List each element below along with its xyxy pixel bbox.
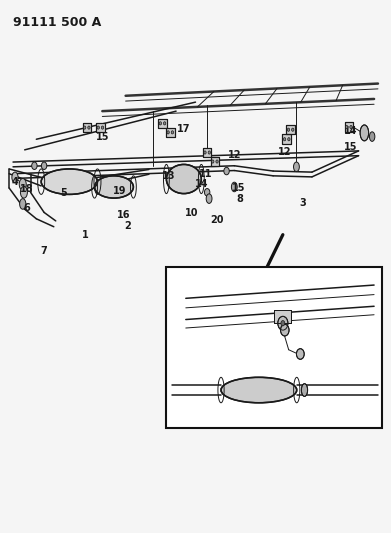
- Bar: [166, 127, 174, 137]
- Ellipse shape: [159, 122, 161, 125]
- Ellipse shape: [283, 138, 286, 141]
- Text: 18: 18: [20, 184, 34, 194]
- Bar: [211, 157, 219, 166]
- Ellipse shape: [292, 128, 294, 131]
- Bar: [344, 122, 353, 132]
- Bar: [167, 266, 382, 428]
- Ellipse shape: [281, 320, 285, 326]
- Bar: [166, 127, 174, 137]
- Text: 4: 4: [12, 176, 18, 187]
- Ellipse shape: [97, 126, 99, 129]
- Ellipse shape: [20, 187, 27, 198]
- Ellipse shape: [19, 179, 26, 190]
- Text: 10: 10: [185, 208, 198, 219]
- Bar: [203, 148, 212, 157]
- Ellipse shape: [171, 131, 174, 134]
- Ellipse shape: [101, 126, 104, 129]
- Bar: [282, 134, 291, 144]
- Ellipse shape: [41, 169, 97, 195]
- Text: 14: 14: [195, 179, 208, 189]
- Ellipse shape: [84, 126, 86, 129]
- Text: 17: 17: [177, 124, 190, 134]
- Bar: [96, 123, 105, 132]
- Ellipse shape: [95, 176, 133, 198]
- Ellipse shape: [206, 194, 212, 204]
- Text: 20: 20: [210, 215, 224, 225]
- Text: 12: 12: [228, 150, 241, 160]
- Ellipse shape: [216, 160, 218, 163]
- Text: 12: 12: [305, 382, 319, 392]
- Ellipse shape: [360, 125, 369, 141]
- Ellipse shape: [12, 172, 18, 183]
- Ellipse shape: [167, 131, 169, 134]
- Ellipse shape: [231, 182, 237, 192]
- Text: 16: 16: [117, 209, 131, 220]
- Ellipse shape: [294, 162, 300, 172]
- Text: 7: 7: [41, 246, 47, 256]
- Ellipse shape: [88, 126, 90, 129]
- Bar: [158, 118, 167, 128]
- Bar: [286, 125, 295, 134]
- Text: 5: 5: [60, 188, 67, 198]
- Bar: [282, 134, 291, 144]
- Text: 91111 500 A: 91111 500 A: [13, 16, 101, 29]
- Text: 14: 14: [249, 332, 262, 342]
- Ellipse shape: [204, 189, 210, 196]
- Ellipse shape: [221, 377, 297, 403]
- Bar: [96, 123, 105, 132]
- Ellipse shape: [287, 128, 290, 131]
- Ellipse shape: [41, 162, 47, 169]
- Text: 9: 9: [210, 382, 216, 392]
- Ellipse shape: [296, 349, 304, 359]
- Bar: [83, 123, 91, 132]
- Ellipse shape: [346, 125, 348, 128]
- Text: 15: 15: [272, 369, 286, 378]
- Ellipse shape: [204, 151, 206, 154]
- Text: 12: 12: [278, 147, 292, 157]
- Ellipse shape: [208, 151, 210, 154]
- Ellipse shape: [224, 167, 229, 175]
- Bar: [274, 310, 291, 323]
- Ellipse shape: [163, 122, 166, 125]
- Text: 19: 19: [113, 185, 127, 196]
- Bar: [83, 123, 91, 132]
- Ellipse shape: [288, 138, 290, 141]
- Bar: [158, 118, 167, 128]
- Text: 1: 1: [81, 230, 88, 240]
- Ellipse shape: [32, 162, 37, 169]
- Ellipse shape: [280, 324, 289, 336]
- Bar: [274, 310, 291, 323]
- Bar: [286, 125, 295, 134]
- Text: 13: 13: [161, 172, 175, 181]
- Text: 14: 14: [344, 126, 357, 136]
- Ellipse shape: [369, 132, 375, 141]
- Text: 6: 6: [23, 203, 30, 213]
- Ellipse shape: [20, 199, 26, 209]
- Text: 8: 8: [237, 193, 244, 204]
- Text: 2: 2: [124, 221, 131, 231]
- Bar: [167, 266, 382, 428]
- Ellipse shape: [212, 160, 214, 163]
- Bar: [344, 122, 353, 132]
- Text: 11: 11: [199, 169, 212, 179]
- Text: 15: 15: [231, 183, 245, 193]
- Bar: [211, 157, 219, 166]
- Text: 15: 15: [344, 142, 357, 152]
- Text: 15: 15: [95, 132, 109, 142]
- Ellipse shape: [167, 165, 201, 193]
- Text: 15: 15: [222, 344, 235, 354]
- Bar: [203, 148, 212, 157]
- Ellipse shape: [350, 125, 352, 128]
- Ellipse shape: [301, 384, 308, 397]
- Text: 3: 3: [299, 198, 306, 208]
- Ellipse shape: [278, 317, 288, 330]
- Text: 12: 12: [280, 326, 294, 336]
